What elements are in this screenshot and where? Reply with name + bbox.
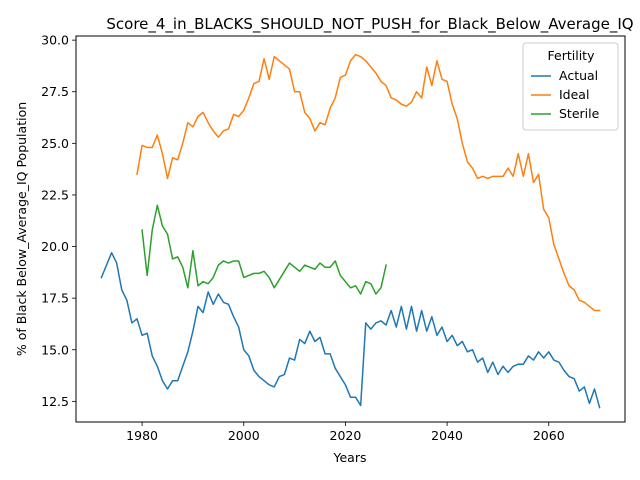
x-tick-label: 2060 xyxy=(533,428,565,443)
y-tick-label: 20.0 xyxy=(41,239,69,254)
x-tick-label: 2040 xyxy=(431,428,463,443)
legend-title: Fertility xyxy=(548,48,596,63)
x-tick-label: 1980 xyxy=(126,428,158,443)
y-tick-label: 12.5 xyxy=(41,394,69,409)
y-tick-label: 17.5 xyxy=(41,291,69,306)
x-axis-label: Years xyxy=(333,450,367,465)
y-axis-label: % of Black Below_Average_IQ Population xyxy=(14,102,29,356)
x-tick-label: 2000 xyxy=(228,428,260,443)
y-tick-label: 25.0 xyxy=(41,136,69,151)
y-tick-label: 15.0 xyxy=(41,342,69,357)
y-tick-label: 30.0 xyxy=(41,33,69,48)
y-tick-label: 27.5 xyxy=(41,84,69,99)
legend-label-actual: Actual xyxy=(559,68,598,83)
chart-title: Score_4_in_BLACKS_SHOULD_NOT_PUSH_for_Bl… xyxy=(106,15,633,34)
legend: Fertility Actual Ideal Sterile xyxy=(523,43,618,130)
legend-label-sterile: Sterile xyxy=(559,106,600,121)
x-tick-label: 2020 xyxy=(330,428,362,443)
y-tick-label: 22.5 xyxy=(41,187,69,202)
legend-label-ideal: Ideal xyxy=(559,87,589,102)
